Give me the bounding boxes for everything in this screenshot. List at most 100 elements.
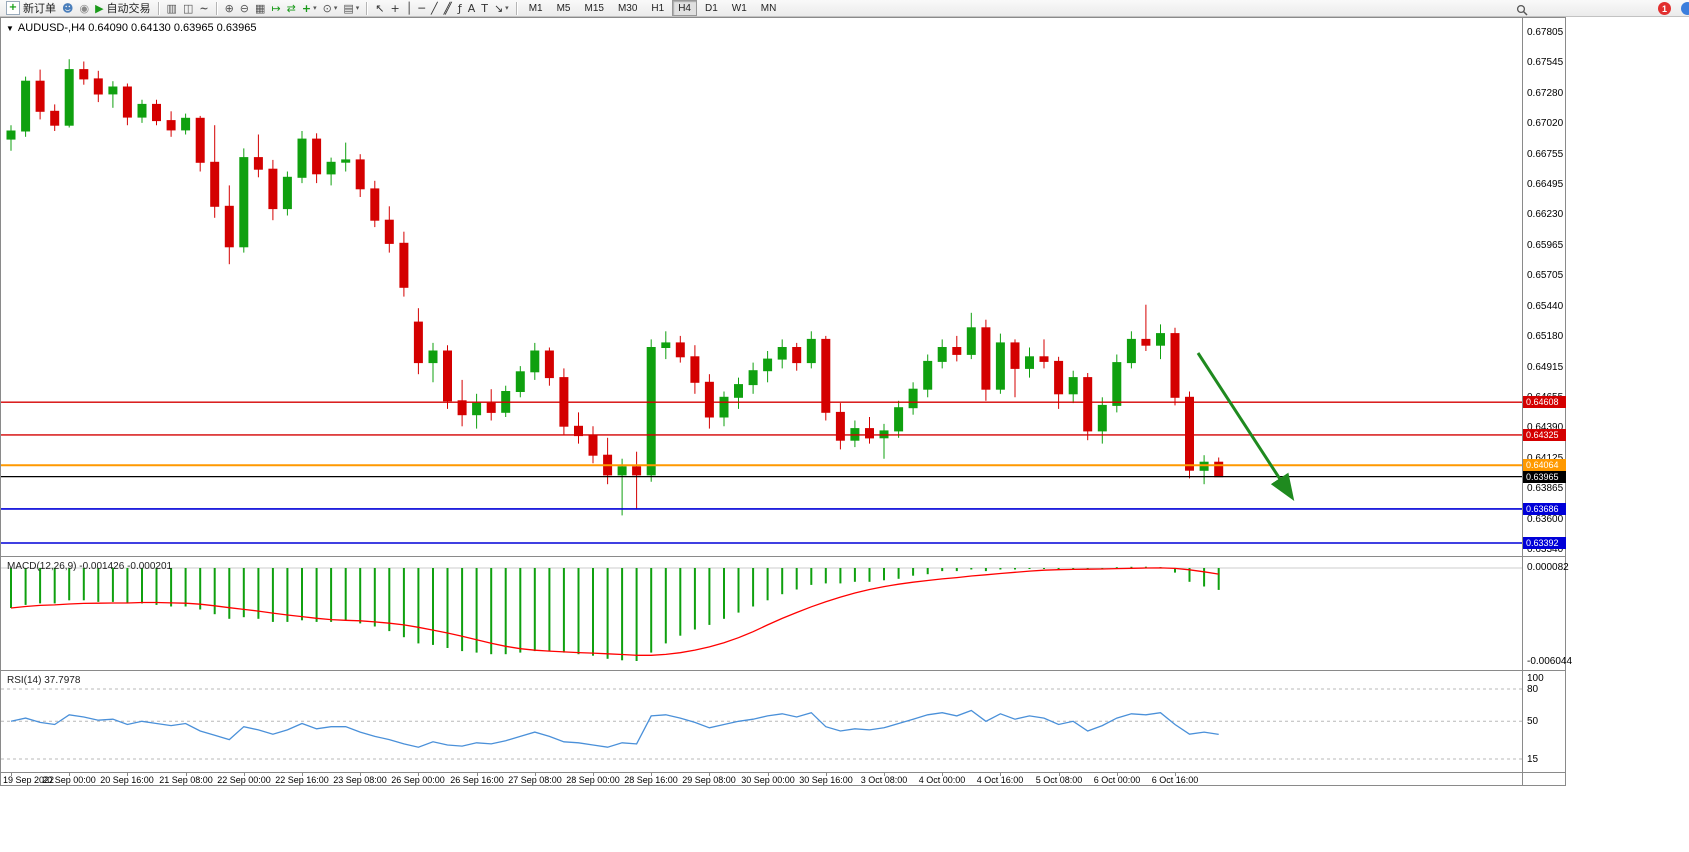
fibonacci-icon[interactable]: ƒ (457, 1, 462, 15)
timeframe-button-h1[interactable]: H1 (651, 2, 665, 14)
vertical-line-icon[interactable]: │ (405, 1, 413, 15)
price-axis-label: 0.63865 (1527, 483, 1564, 494)
candle (486, 402, 496, 413)
toolbar-separator (157, 1, 160, 15)
rsi-axis-label: 50 (1527, 716, 1539, 727)
time-axis-label[interactable]: 20 Sep 16:00 (100, 775, 154, 785)
timeframe-button-m15[interactable]: M15 (584, 2, 604, 14)
pane-separator[interactable] (1, 556, 1565, 558)
news-icon[interactable]: ◉ (79, 1, 90, 15)
tile-windows-icon[interactable]: ▦ (255, 1, 266, 15)
time-axis-label[interactable]: 26 Sep 00:00 (391, 775, 445, 785)
candle (981, 327, 991, 390)
label-icon[interactable]: T (481, 1, 488, 15)
candle (137, 103, 147, 118)
time-axis-tick (1059, 773, 1060, 776)
rsi-axis-label: 100 (1527, 673, 1544, 684)
line-chart-icon[interactable]: ~ (199, 1, 209, 15)
bar-chart-icon[interactable]: ▥ (166, 1, 177, 15)
timeframe-button-mn[interactable]: MN (760, 2, 777, 14)
rsi-canvas[interactable] (1, 672, 1522, 772)
time-axis-tick (651, 773, 652, 776)
candle (1199, 461, 1209, 471)
channel-icon[interactable]: ╱╱ (443, 1, 453, 15)
candle (239, 157, 249, 248)
autoscroll-icon[interactable]: ↦ (271, 1, 281, 15)
notification-badge[interactable]: 1 (1658, 2, 1671, 15)
add-indicator-icon[interactable]: + ▾ (301, 1, 317, 15)
horizontal-line-icon[interactable]: ─ (418, 1, 425, 15)
time-axis-label[interactable]: 30 Sep 00:00 (741, 775, 795, 785)
candle (632, 466, 642, 476)
autotrading-button[interactable]: ▶ 自动交易 (92, 1, 153, 16)
cursor-icon[interactable]: ↖ (375, 1, 385, 15)
chart-shift-icon[interactable]: ⇄ (286, 1, 296, 15)
candle (326, 161, 336, 175)
timeframe-button-m1[interactable]: M1 (528, 2, 543, 14)
timeframe-button-h4[interactable]: H4 (672, 0, 697, 16)
candle (152, 103, 161, 122)
time-axis-tick (244, 773, 245, 776)
time-axis-label[interactable]: 23 Sep 08:00 (333, 775, 387, 785)
price-axis-border (1522, 18, 1523, 785)
time-axis-label[interactable]: 28 Sep 16:00 (624, 775, 678, 785)
arrows-icon[interactable]: ↘ ▾ (493, 1, 509, 15)
messages-badge[interactable] (1681, 2, 1689, 15)
candlestick-chart-icon[interactable]: ◫ (182, 1, 194, 15)
timeframe-button-m30[interactable]: M30 (617, 2, 638, 14)
time-axis-tick (186, 773, 187, 776)
candle (995, 342, 1005, 390)
time-axis-label[interactable]: 19 Sep 2022 (3, 775, 55, 785)
zoom-in-icon[interactable]: ⊕ (224, 1, 234, 15)
templates-icon[interactable]: ▤ ▾ (343, 1, 360, 15)
trend-arrow-annotation[interactable] (1196, 352, 1295, 502)
price-chart-canvas[interactable] (1, 18, 1522, 556)
candle (763, 358, 773, 372)
timeframe-button-d1[interactable]: D1 (705, 2, 718, 14)
time-axis-label[interactable]: 22 Sep 16:00 (275, 775, 329, 785)
search-button[interactable] (1513, 2, 1531, 17)
time-axis-label[interactable]: 30 Sep 16:00 (799, 775, 853, 785)
candle (1170, 333, 1180, 398)
time-axis-label[interactable]: 27 Sep 08:00 (508, 775, 562, 785)
candle (894, 407, 904, 432)
candle (1156, 333, 1165, 346)
text-icon[interactable]: A (467, 1, 476, 15)
candle (1068, 377, 1078, 395)
candle (646, 347, 656, 476)
time-axis-label[interactable]: 20 Sep 00:00 (42, 775, 96, 785)
search-icon (1516, 4, 1528, 16)
time-axis-label[interactable]: 3 Oct 08:00 (860, 775, 908, 785)
time-axis-label[interactable]: 4 Oct 00:00 (918, 775, 966, 785)
candle (384, 219, 394, 244)
trendline-icon[interactable]: ╱ (430, 1, 438, 15)
candle (282, 176, 292, 210)
time-axis-label[interactable]: 22 Sep 00:00 (217, 775, 271, 785)
symbol-dropdown-icon[interactable]: ▼ (6, 24, 14, 33)
new-order-button[interactable]: + 新订单 (3, 1, 59, 16)
candle (588, 435, 598, 456)
timeframe-button-m5[interactable]: M5 (556, 2, 571, 14)
price-level-badge: 0.63686 (1523, 503, 1566, 515)
time-axis-label[interactable]: 28 Sep 00:00 (566, 775, 620, 785)
time-axis-label[interactable]: 6 Oct 00:00 (1093, 775, 1141, 785)
candle (835, 411, 845, 441)
time-axis-label[interactable]: 6 Oct 16:00 (1151, 775, 1199, 785)
time-axis-label[interactable]: 26 Sep 16:00 (450, 775, 504, 785)
time-axis-label[interactable]: 21 Sep 08:00 (159, 775, 213, 785)
timeframe-button-w1[interactable]: W1 (731, 2, 747, 14)
period-icon[interactable]: ⊙ ▾ (322, 1, 338, 15)
macd-label: MACD(12,26,9) -0.001426 -0.000201 (7, 561, 173, 572)
pane-separator[interactable] (1, 670, 1565, 672)
candle (312, 138, 322, 175)
accounts-icon[interactable]: ☻ (62, 1, 74, 15)
rsi-axis-label: 15 (1527, 754, 1539, 765)
zoom-out-icon[interactable]: ⊖ (239, 1, 250, 15)
time-axis-tick (1117, 773, 1118, 776)
time-axis-label[interactable]: 29 Sep 08:00 (682, 775, 736, 785)
macd-canvas[interactable] (1, 558, 1522, 670)
time-axis-label[interactable]: 4 Oct 16:00 (976, 775, 1024, 785)
crosshair-icon[interactable]: + (390, 1, 400, 15)
time-axis-label[interactable]: 5 Oct 08:00 (1035, 775, 1083, 785)
candle (21, 80, 31, 132)
